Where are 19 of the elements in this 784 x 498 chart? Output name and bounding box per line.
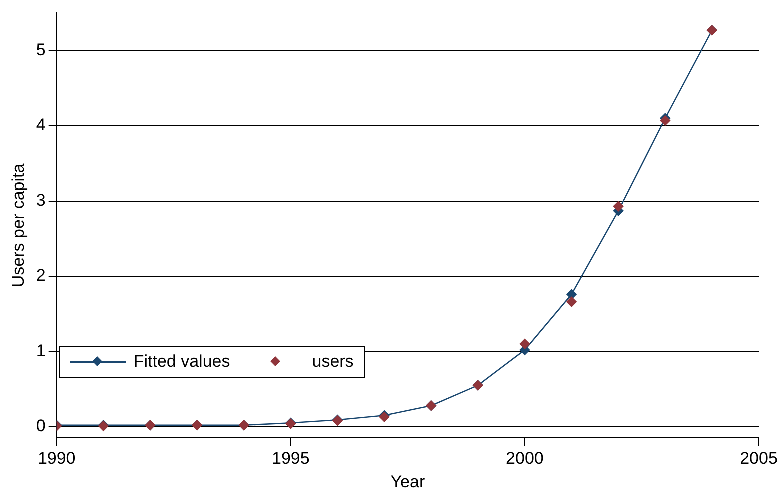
legend-label: users	[312, 352, 354, 372]
y-tick-label: 3	[36, 190, 46, 210]
x-axis-title: Year	[390, 472, 426, 492]
point	[613, 201, 624, 212]
y-tick-label: 5	[36, 40, 46, 60]
point	[566, 289, 577, 300]
legend-label: Fitted values	[134, 352, 230, 372]
y-axis-title: Users per capita	[8, 163, 28, 288]
point	[660, 116, 671, 126]
y-tick-label: 4	[36, 116, 46, 135]
x-tick-label: 1995	[272, 449, 310, 468]
point	[520, 339, 530, 350]
y-tick-label: 1	[36, 341, 46, 360]
x-tick-label: 2005	[740, 449, 778, 468]
x-tick-label: 1990	[38, 449, 76, 468]
point	[566, 296, 577, 308]
y-tick-label: 0	[36, 416, 46, 436]
x-tick-label: 2000	[506, 449, 544, 468]
y-tick-label: 2	[36, 266, 46, 286]
